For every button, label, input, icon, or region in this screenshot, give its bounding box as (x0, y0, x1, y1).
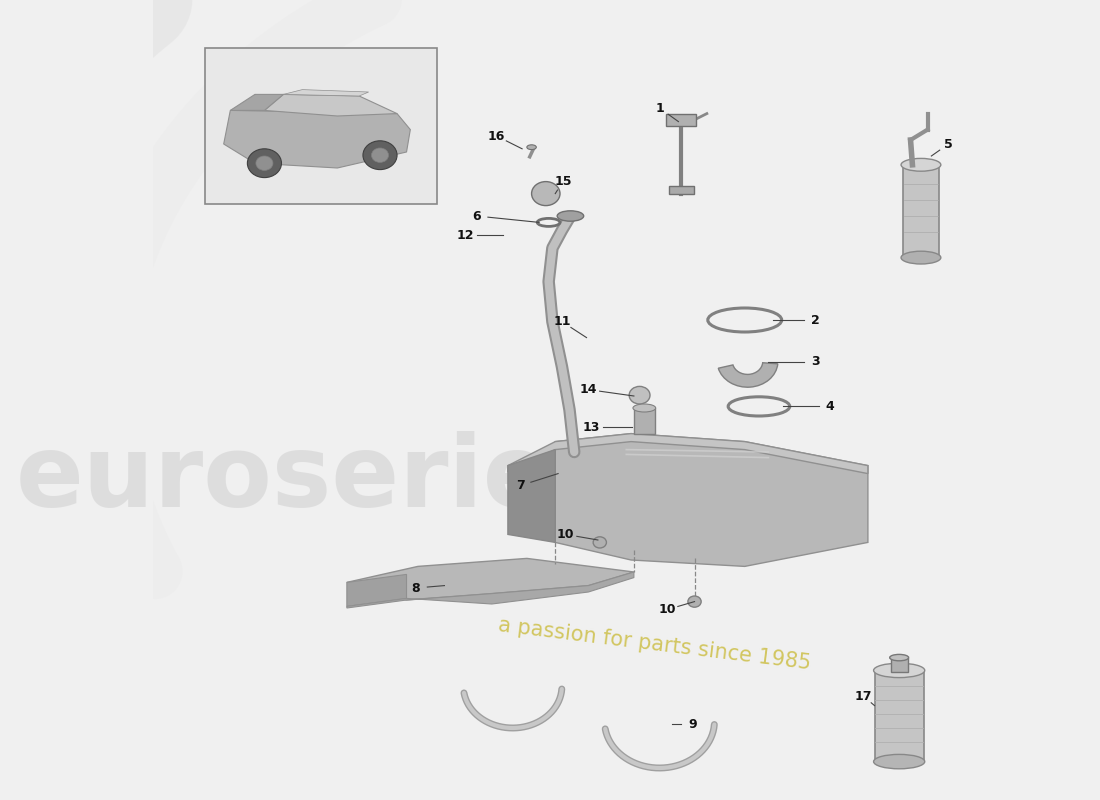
Circle shape (629, 386, 650, 404)
Ellipse shape (901, 158, 940, 171)
Circle shape (372, 148, 388, 162)
Text: 13: 13 (583, 421, 600, 434)
Text: 8: 8 (411, 582, 420, 594)
Polygon shape (346, 558, 634, 600)
Bar (205, 48, 437, 204)
Circle shape (363, 141, 397, 170)
Bar (874, 672, 924, 762)
Ellipse shape (901, 251, 940, 264)
Text: 14: 14 (580, 383, 597, 396)
Polygon shape (284, 90, 368, 96)
Text: 5: 5 (944, 138, 953, 150)
Ellipse shape (558, 210, 584, 222)
Polygon shape (508, 450, 556, 542)
Polygon shape (264, 94, 397, 116)
Ellipse shape (873, 754, 925, 769)
Polygon shape (508, 434, 868, 474)
Polygon shape (230, 94, 284, 110)
Circle shape (531, 182, 560, 206)
Circle shape (256, 156, 273, 170)
Bar (634, 408, 654, 434)
Text: a passion for parts since 1985: a passion for parts since 1985 (497, 615, 812, 673)
Wedge shape (718, 362, 778, 387)
Circle shape (593, 537, 606, 548)
Text: 11: 11 (553, 315, 571, 328)
Text: 1: 1 (656, 102, 664, 114)
Ellipse shape (873, 663, 925, 678)
Text: 10: 10 (557, 528, 574, 541)
Text: 3: 3 (812, 355, 821, 368)
Text: 10: 10 (658, 603, 675, 616)
Polygon shape (346, 574, 407, 606)
Bar (667, 114, 696, 126)
Polygon shape (556, 434, 868, 566)
Bar (903, 166, 939, 256)
Ellipse shape (890, 654, 909, 661)
Circle shape (688, 596, 701, 607)
Text: 4: 4 (826, 400, 835, 413)
Polygon shape (223, 110, 410, 168)
Polygon shape (346, 572, 634, 608)
Text: 2: 2 (812, 314, 821, 326)
Text: 12: 12 (456, 229, 474, 242)
Text: 7: 7 (516, 479, 525, 492)
Circle shape (248, 149, 282, 178)
Bar (669, 186, 694, 194)
Text: 15: 15 (554, 175, 572, 188)
Ellipse shape (527, 145, 537, 150)
Text: 9: 9 (689, 718, 697, 730)
Text: 17: 17 (855, 690, 872, 702)
Ellipse shape (632, 404, 656, 412)
Text: 6: 6 (472, 210, 481, 222)
Bar (891, 658, 908, 672)
Text: 16: 16 (487, 130, 505, 142)
Text: euroseries: euroseries (16, 431, 612, 529)
